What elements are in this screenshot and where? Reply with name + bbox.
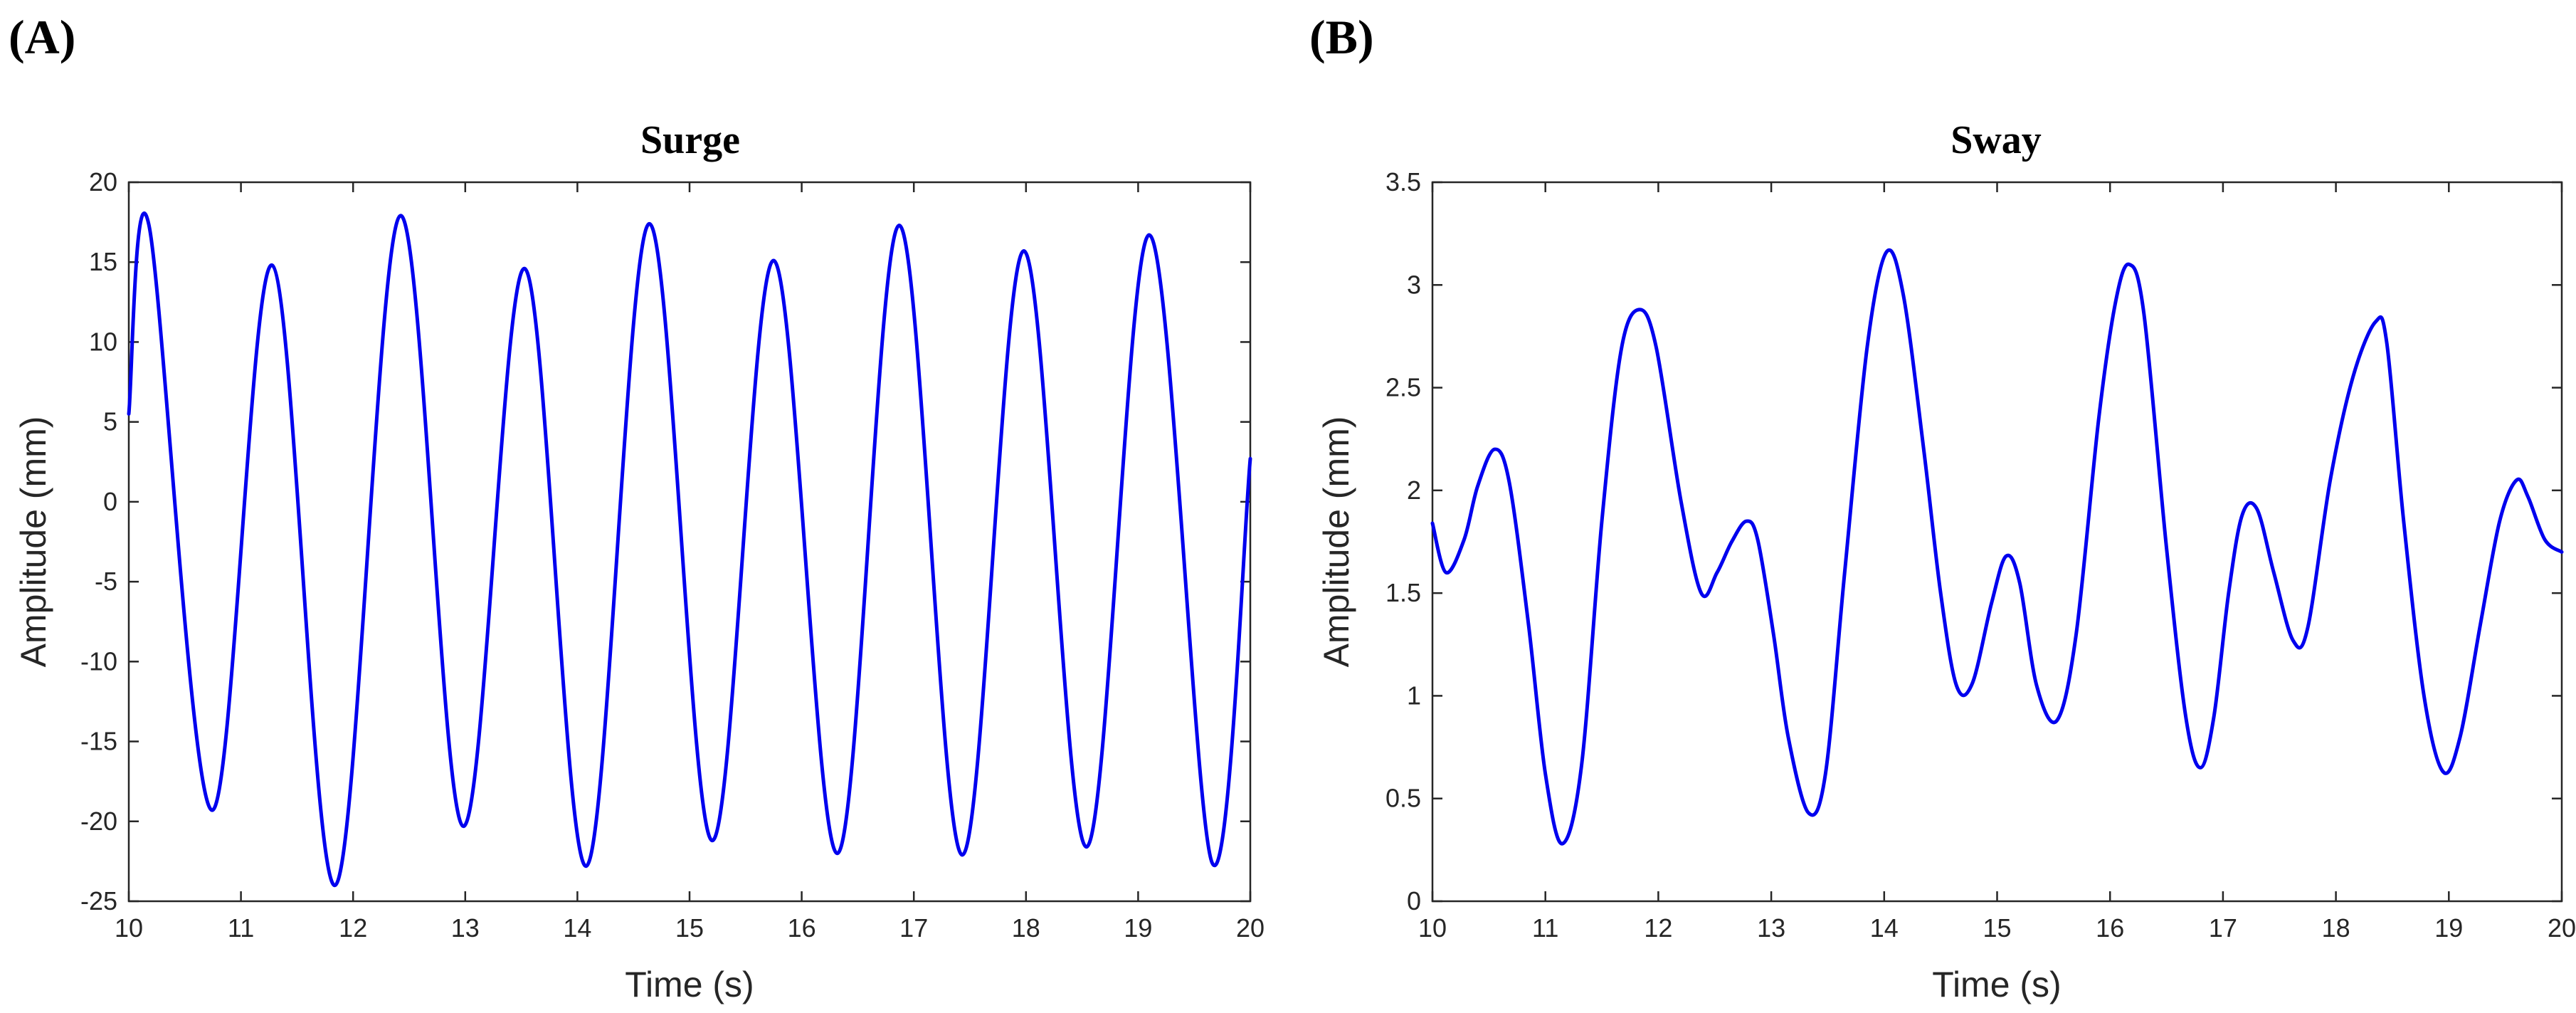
x-tick-label: 20: [1236, 913, 1265, 943]
y-tick-label: 20: [89, 167, 117, 196]
x-tick-label: 16: [788, 913, 816, 943]
panel-a-plot-frame: [127, 181, 1252, 903]
x-tick-label: 14: [1870, 913, 1899, 943]
y-tick-label: -15: [80, 727, 117, 756]
panel-b-x-ticks: 10 11 12 13 14 15 16 17 18 19 20: [1418, 182, 2576, 943]
panel-b-plot-frame: [1431, 181, 2563, 903]
x-tick-label: 13: [1757, 913, 1785, 943]
x-tick-label: 20: [2548, 913, 2576, 943]
y-tick-label: 3.5: [1385, 167, 1421, 196]
y-tick-label: 2.5: [1385, 373, 1421, 402]
x-tick-label: 12: [339, 913, 367, 943]
x-tick-label: 16: [2096, 913, 2124, 943]
x-tick-label: 10: [1418, 913, 1447, 943]
y-tick-label: 2: [1407, 476, 1421, 505]
panel-b-title: Sway: [1951, 118, 2042, 162]
x-tick-label: 11: [228, 913, 254, 943]
x-tick-label: 14: [563, 913, 591, 943]
panel-a-y-ticks: -25 -20 -15 -10 -5 0 5 10 15 20: [80, 167, 1250, 915]
x-tick-label: 19: [1124, 913, 1152, 943]
panel-a-label: (A): [9, 10, 75, 64]
x-tick-label: 18: [2322, 913, 2350, 943]
y-tick-label: -20: [80, 807, 117, 836]
y-tick-label: 10: [89, 327, 117, 356]
panel-b: (B) Sway 10 11 12 13 14 15 16 17 18 19 20 0 0.5 1 1.5…: [1309, 10, 2576, 1004]
x-tick-label: 18: [1012, 913, 1040, 943]
x-tick-label: 17: [2209, 913, 2237, 943]
panel-b-sway-line: [1430, 248, 2564, 846]
y-tick-label: -25: [80, 886, 117, 915]
panel-b-y-ticks: 0 0.5 1 1.5 2 2.5 3 3.5: [1385, 167, 2562, 915]
panel-b-x-axis-label: Time (s): [1932, 965, 2061, 1004]
y-tick-label: 15: [89, 247, 117, 276]
y-tick-label: 0: [1407, 886, 1421, 915]
y-tick-label: 0.5: [1385, 784, 1421, 813]
y-tick-label: 0: [103, 487, 117, 516]
panel-b-y-axis-label: Amplitude (mm): [1316, 416, 1356, 668]
x-tick-label: 13: [451, 913, 480, 943]
panel-a-surge-line: [127, 211, 1252, 888]
x-tick-label: 19: [2434, 913, 2463, 943]
panel-a-x-axis-label: Time (s): [625, 965, 754, 1004]
x-tick-label: 11: [1532, 913, 1558, 943]
y-tick-label: 1.5: [1385, 578, 1421, 607]
x-tick-label: 10: [115, 913, 143, 943]
y-tick-label: 3: [1407, 270, 1421, 299]
x-tick-label: 17: [899, 913, 928, 943]
panel-b-label: (B): [1309, 10, 1374, 64]
x-tick-label: 12: [1644, 913, 1672, 943]
panel-a-x-ticks: 10 11 12 13 14 15 16 17 18 19 20: [115, 182, 1265, 943]
panel-a-y-axis-label: Amplitude (mm): [14, 416, 53, 668]
x-tick-label: 15: [675, 913, 704, 943]
x-tick-label: 15: [1983, 913, 2011, 943]
y-tick-label: 1: [1407, 681, 1421, 710]
panel-a: (A) Surge 10 11 12 13 14 15 16 17 18 19 20 -25-20-…: [9, 10, 1265, 1004]
panel-a-title: Surge: [640, 118, 740, 162]
y-tick-label: 5: [103, 407, 117, 436]
y-tick-label: -10: [80, 646, 117, 676]
y-tick-label: -5: [95, 567, 117, 596]
